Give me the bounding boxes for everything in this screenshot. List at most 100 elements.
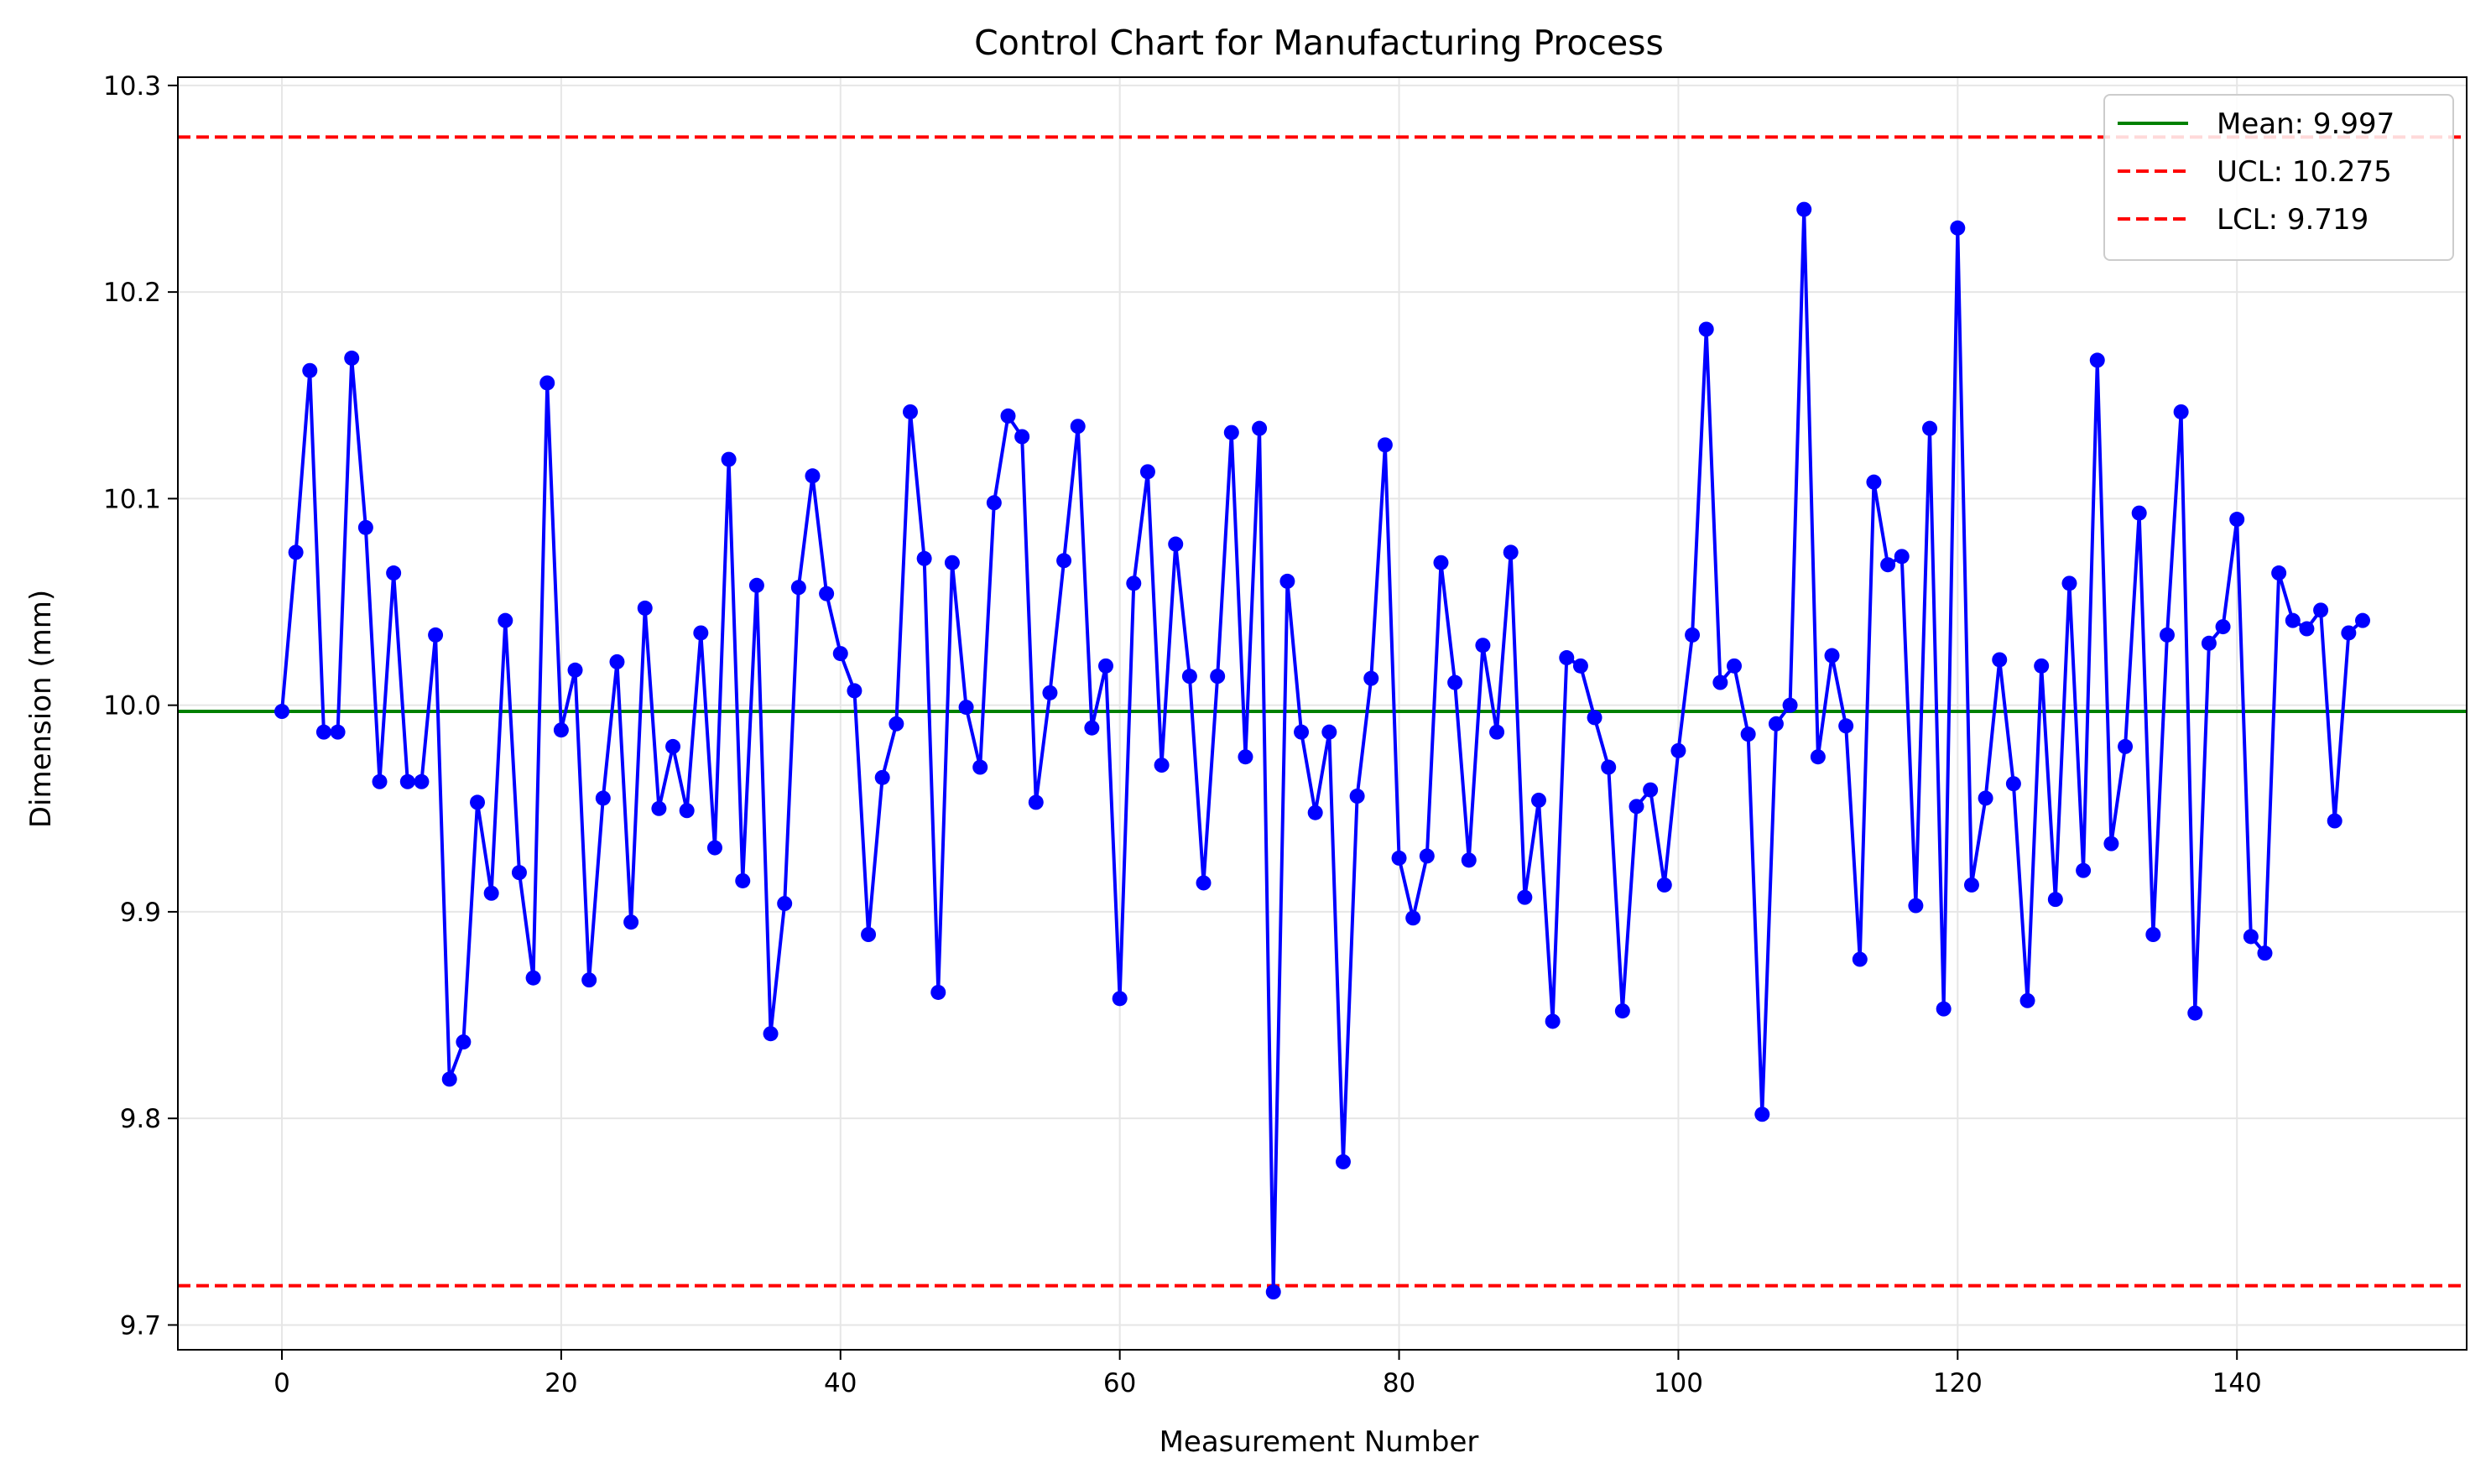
data-point [1321,724,1337,740]
data-point [832,646,848,662]
data-point [1559,650,1575,666]
data-point [874,769,890,785]
data-point [1363,670,1379,686]
data-point [1084,720,1100,736]
x-tick-label: 20 [545,1368,577,1398]
data-point [2061,575,2077,591]
data-point [1614,1003,1630,1019]
data-point [944,555,960,570]
data-point [1181,669,1197,685]
data-point [1685,627,1701,643]
data-point [595,790,611,806]
data-point [1908,898,1924,914]
data-point [706,840,722,856]
data-point [693,625,709,641]
data-point [1265,1284,1281,1300]
data-point [1922,420,1938,436]
data-point [470,794,486,810]
data-point [2257,945,2273,961]
x-tick-label: 100 [1654,1368,1703,1398]
data-point [456,1034,472,1050]
data-point [1712,674,1728,690]
data-point [553,722,569,738]
x-tick-label: 120 [1933,1368,1983,1398]
data-point [2327,813,2342,829]
data-point [2005,776,2021,792]
data-point [2103,836,2119,851]
data-point [2355,612,2370,628]
data-point [1768,716,1784,732]
data-point [2034,658,2050,674]
data-point [2215,619,2231,635]
data-point [651,800,667,816]
legend: Mean: 9.997 UCL: 10.275 LCL: 9.719 [2103,94,2454,261]
data-point [1572,658,1588,674]
data-point [2145,927,2161,942]
grid-lines [178,77,2467,1350]
data-point [1139,464,1155,480]
data-point [1461,852,1477,868]
data-point [665,738,681,754]
data-point [1545,1013,1561,1029]
data-point [1419,848,1435,864]
legend-label: LCL: 9.719 [2217,203,2369,237]
data-point [1000,408,1016,424]
data-point [1433,555,1449,570]
data-point [1126,575,1142,591]
data-point [1656,877,1672,893]
data-point [1824,648,1840,664]
data-point [1210,669,1226,685]
y-tick-label: 10.2 [103,278,161,308]
data-series [274,201,2370,1300]
x-axis-ticks: 0 20 40 60 80 100 120 140 [274,1350,2262,1398]
data-point [1489,724,1505,740]
data-point [1196,875,1212,891]
data-point [1014,429,1030,445]
data-point [1727,658,1743,674]
data-point [1963,877,1979,893]
x-tick-label: 80 [1383,1368,1415,1398]
data-point [1503,544,1519,560]
data-point [1992,652,2008,668]
data-point [1098,658,1114,674]
data-point [1740,726,1756,742]
y-axis-label: Dimension (mm) [24,590,58,828]
data-point [1517,889,1533,905]
data-point [1894,549,1910,565]
data-point [1070,419,1086,435]
data-point [1056,553,1072,569]
data-point [1391,850,1407,866]
data-point [790,580,806,596]
data-point [2159,627,2175,643]
x-tick-label: 40 [824,1368,857,1398]
legend-box [2103,94,2454,261]
y-axis-ticks: 9.7 9.8 9.9 10.0 10.1 10.2 10.3 [103,71,178,1341]
y-tick-label: 10.1 [103,484,161,514]
data-point [1936,1001,1952,1017]
data-point [889,716,904,732]
data-point [1866,474,1882,490]
data-point [1223,424,1239,440]
data-point [1335,1153,1351,1169]
data-point [357,519,373,535]
data-point [372,773,388,789]
chart-title: Control Chart for Manufacturing Process [974,23,1664,63]
data-point [1112,991,1128,1007]
data-point [483,885,499,901]
data-point [2047,892,2063,908]
x-axis-label: Measurement Number [1160,1425,1479,1459]
plot-frame [177,76,2468,1351]
data-point [847,683,862,699]
data-point [525,970,541,986]
data-point [1294,724,1310,740]
y-tick-label: 9.9 [120,898,161,928]
data-point [2313,602,2329,618]
data-point [2271,565,2287,581]
data-point [1852,951,1868,967]
data-point [1307,804,1323,820]
data-point [861,927,877,942]
data-point [1154,758,1170,773]
y-tick-label: 9.7 [120,1310,161,1341]
data-point [721,451,737,467]
